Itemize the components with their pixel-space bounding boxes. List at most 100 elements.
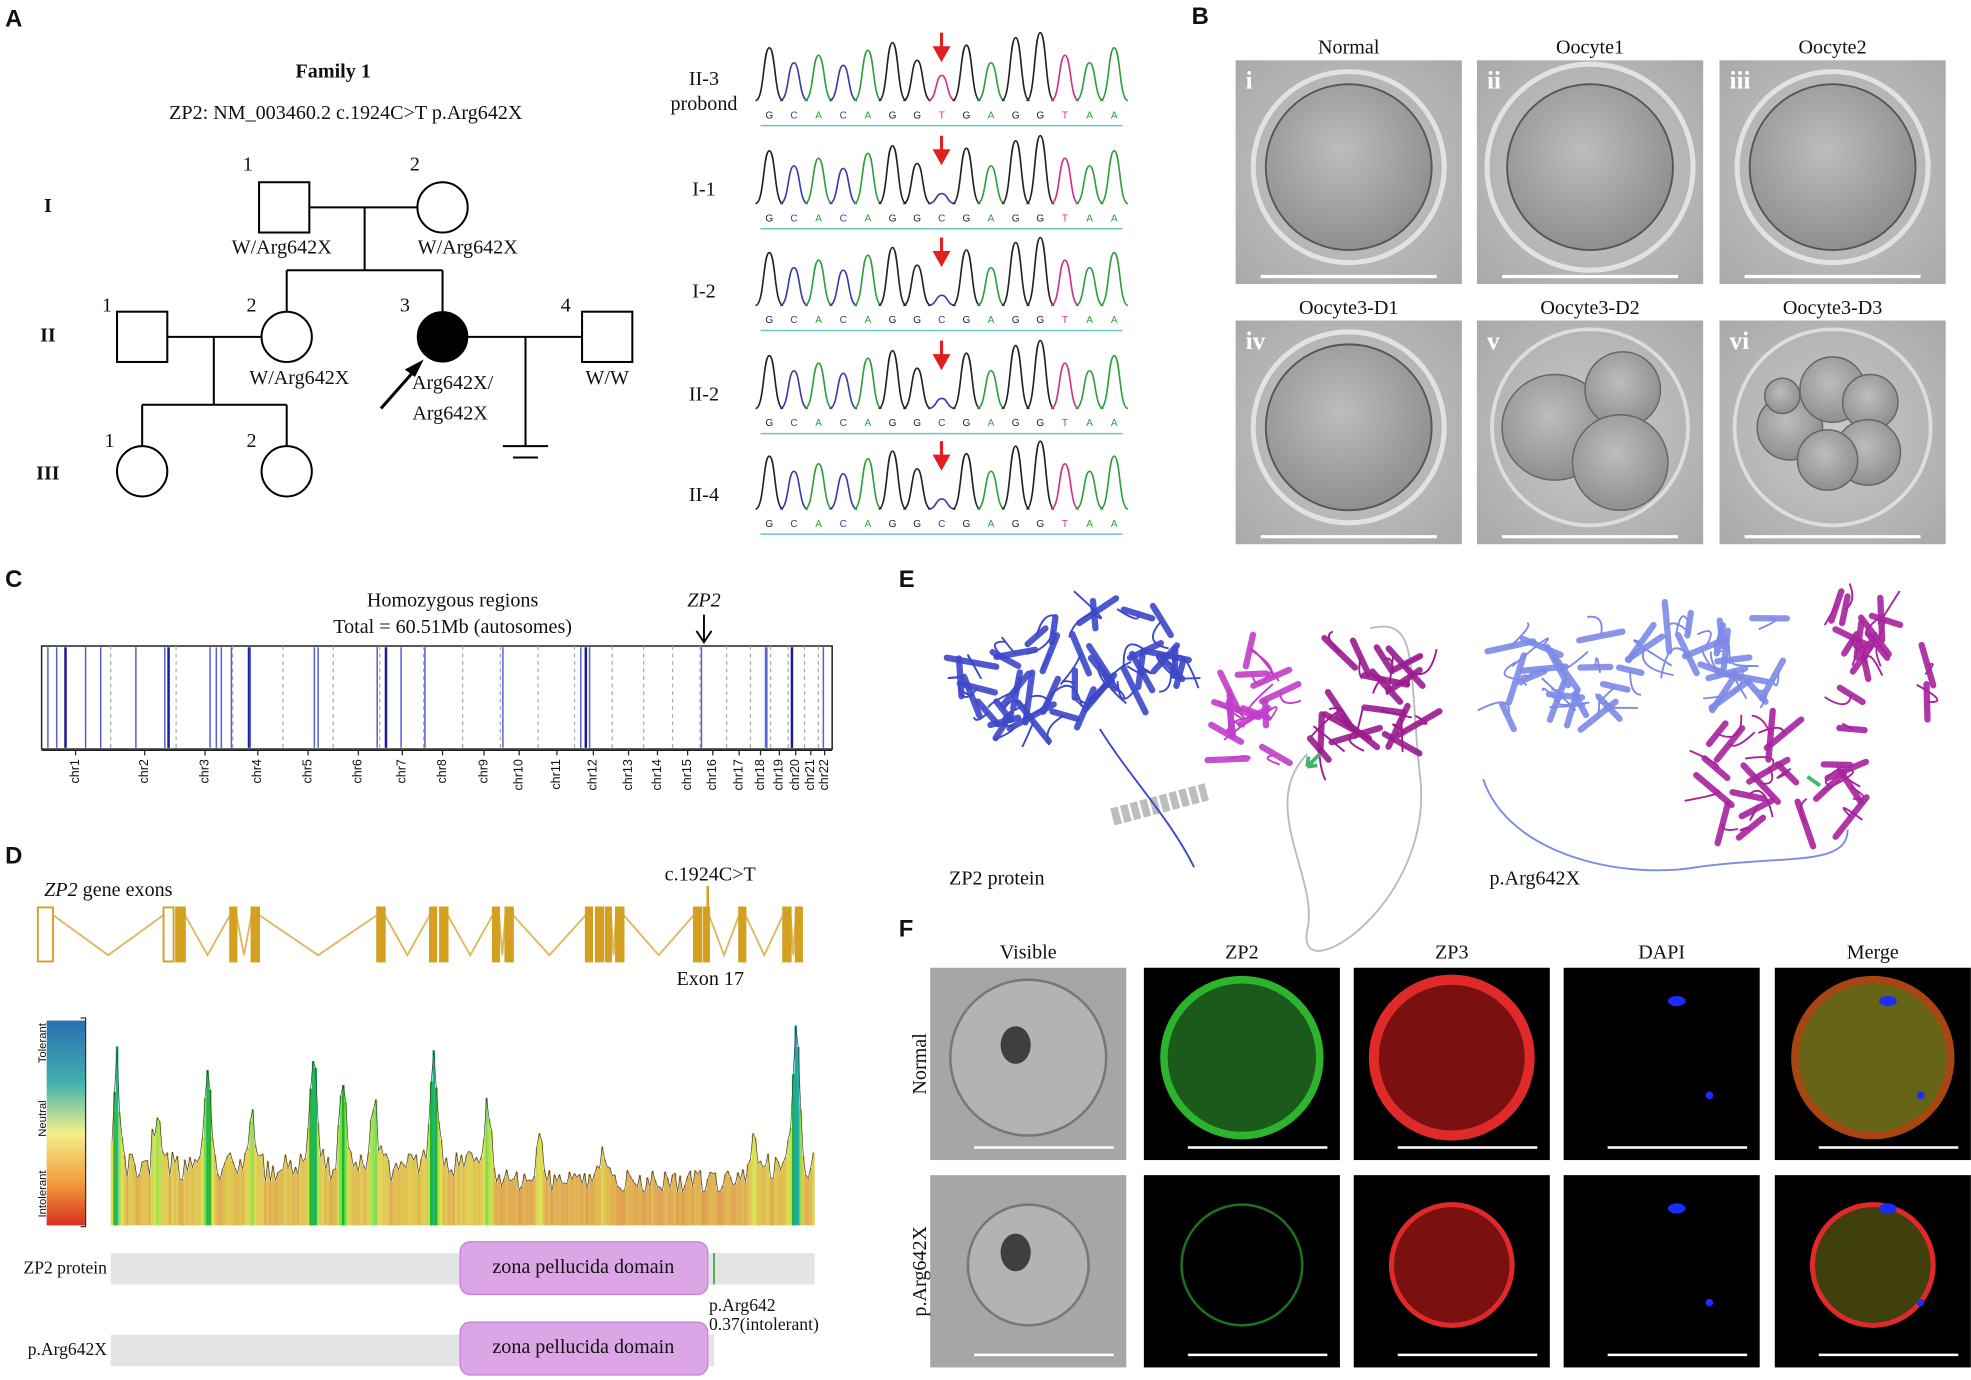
tolerance-bar	[299, 1153, 302, 1226]
gene-label: ZP2 gene exons	[44, 879, 173, 901]
blastomere	[1796, 429, 1859, 491]
dapi	[1667, 1203, 1686, 1214]
tolerance-bar	[555, 1181, 559, 1226]
zp2-signal	[1160, 975, 1324, 1140]
tolerance-bar	[540, 1140, 544, 1226]
peak	[927, 192, 956, 205]
tolerance-bar	[693, 1170, 697, 1226]
peak	[952, 44, 981, 102]
tolerance-bar	[329, 1180, 333, 1226]
loop	[1842, 807, 1863, 821]
base: G	[913, 110, 921, 121]
base: A	[988, 418, 995, 429]
loop	[1844, 583, 1854, 611]
tolerance-bar	[259, 1155, 262, 1226]
column-title: ZP3	[1435, 942, 1469, 964]
tolerance-bar	[580, 1183, 584, 1226]
loop	[1328, 707, 1348, 727]
peak	[853, 254, 883, 307]
tolerance-bar	[138, 1174, 142, 1226]
tolerance-bar	[646, 1177, 649, 1226]
tolerance-bar	[703, 1190, 707, 1226]
tolerance-bar	[422, 1150, 426, 1226]
loop	[1724, 640, 1731, 665]
tolerance-bar	[279, 1170, 282, 1226]
panel-label: A	[5, 5, 22, 32]
tolerance-bar	[533, 1176, 536, 1226]
peak	[853, 357, 883, 410]
beta-strand	[1832, 626, 1872, 649]
gene-marker: ZP2	[687, 590, 721, 612]
base: A	[1086, 519, 1093, 530]
tolerance-bar	[774, 1157, 777, 1226]
fluorescence-image	[1563, 1175, 1760, 1368]
tolerance-bar	[538, 1133, 541, 1226]
tolerance-bar	[502, 1178, 506, 1226]
base: A	[815, 418, 822, 429]
tolerance-bar	[289, 1160, 292, 1226]
chromosome-label: chr5	[300, 759, 314, 783]
tolerance-bar	[505, 1169, 509, 1226]
tolerance-bar	[193, 1159, 197, 1226]
loop	[1739, 826, 1752, 832]
peak	[853, 49, 883, 102]
loop	[1594, 657, 1601, 674]
oocyte	[949, 978, 1108, 1137]
tolerance-bar	[480, 1156, 483, 1226]
exon	[491, 906, 501, 963]
loop	[1152, 619, 1169, 650]
peak	[902, 367, 932, 410]
peak	[804, 462, 833, 510]
tolerance-bar	[766, 1153, 770, 1226]
tolerance-bar	[311, 1061, 315, 1226]
tolerance-bar	[357, 1171, 360, 1226]
tolerance-bar	[251, 1109, 255, 1226]
base: A	[815, 110, 822, 121]
peak	[877, 450, 908, 510]
base: G	[962, 110, 970, 121]
scale-label: Neutral	[37, 1100, 49, 1136]
loop	[1358, 657, 1364, 680]
tolerance-bar	[585, 1188, 589, 1226]
base: G	[889, 110, 897, 121]
chromatogram	[755, 339, 1129, 410]
oocyte	[1264, 83, 1433, 252]
peak	[1075, 266, 1104, 307]
tolerance-bar	[804, 1175, 808, 1226]
tolerance-bar	[304, 1157, 307, 1226]
loop	[1251, 669, 1273, 685]
peak	[755, 251, 784, 307]
loop	[1549, 703, 1586, 709]
tolerance-bar	[392, 1169, 395, 1226]
tolerance-bar	[276, 1172, 280, 1226]
tolerance-bar	[233, 1168, 237, 1226]
tolerance-bar	[565, 1183, 569, 1226]
domain	[459, 1241, 709, 1296]
base: C	[938, 213, 945, 224]
gene-label-rest: gene exons	[78, 879, 173, 901]
tolerance-bar	[636, 1186, 639, 1226]
tolerance-bar	[238, 1159, 242, 1226]
tolerance-bar	[450, 1169, 453, 1226]
base: C	[790, 213, 797, 224]
zp3-signal	[1809, 1202, 1936, 1328]
chromosome-label: chr16	[705, 759, 719, 790]
chromatogram-label: I-2	[692, 280, 715, 302]
spot	[1000, 1233, 1031, 1272]
column-title: Visible	[1000, 942, 1057, 964]
homozygous-total: Total = 60.51Mb (autosomes)	[333, 616, 572, 638]
tolerance-bar	[789, 1127, 793, 1226]
tolerance-bar	[485, 1097, 488, 1226]
panel-label: E	[899, 566, 915, 593]
tolerance-bar	[171, 1152, 174, 1226]
peak	[927, 74, 956, 102]
base: C	[840, 213, 847, 224]
peak	[804, 362, 833, 410]
image-title: Oocyte3-D3	[1783, 297, 1882, 319]
peak	[1025, 31, 1055, 102]
base: A	[988, 315, 995, 326]
peak	[779, 470, 809, 510]
tolerance-bar	[794, 1025, 798, 1226]
pedigree: A Family 1 ZP2: NM_003460.2 c.1924C>T p.…	[5, 5, 634, 498]
base: G	[962, 519, 970, 530]
